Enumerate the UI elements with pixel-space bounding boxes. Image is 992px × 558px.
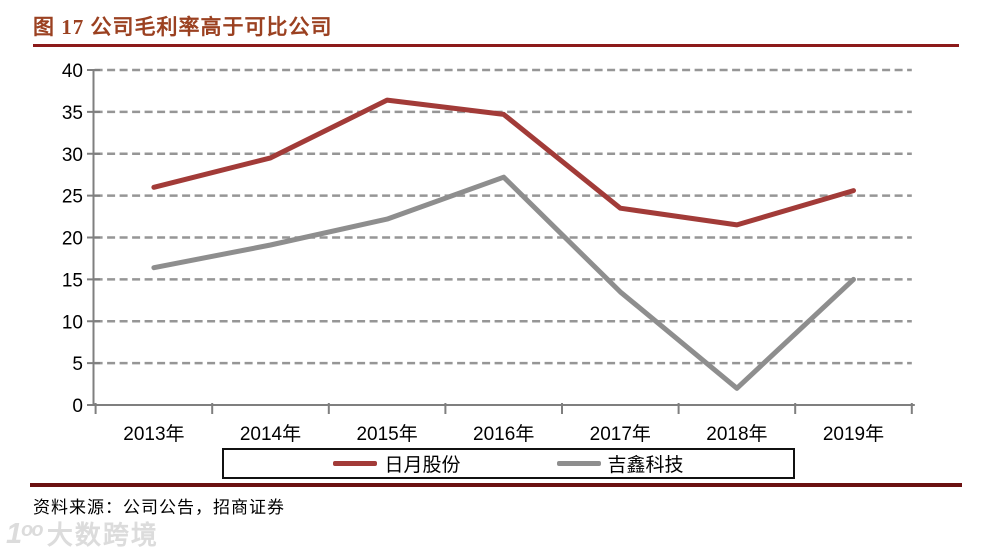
legend-line-swatch — [556, 461, 601, 466]
series-line-1 — [151, 174, 856, 391]
watermark-logo-icon: 1ᵒᵒ — [6, 518, 43, 550]
watermark-brand-text: 大数跨境 — [46, 519, 159, 550]
y-axis-tick-label: 35 — [62, 103, 83, 124]
y-axis-tick-label: 15 — [62, 270, 83, 291]
legend-label: 吉鑫科技 — [607, 455, 684, 476]
chart-legend: 日月股份 吉鑫科技 — [222, 448, 795, 479]
x-axis-tick-label: 2014年 — [240, 423, 301, 445]
y-axis-tick-label: 5 — [72, 354, 83, 375]
x-axis-tick-label: 2017年 — [590, 423, 651, 445]
x-axis-tick-label: 2015年 — [356, 423, 417, 445]
x-axis-tick-label: 2013年 — [123, 423, 184, 445]
legend-line-swatch — [333, 461, 378, 466]
y-axis-tick-label: 40 — [62, 61, 83, 82]
x-axis-tick-label: 2019年 — [823, 423, 884, 445]
source-note: 资料来源：公司公告，招商证券 — [33, 498, 285, 517]
title-underline — [33, 44, 959, 47]
legend-label: 日月股份 — [384, 455, 461, 476]
y-axis-tick-label: 0 — [72, 396, 83, 417]
figure-title: 图 17 公司毛利率高于可比公司 — [33, 15, 333, 39]
y-axis-tick-label: 25 — [62, 187, 83, 208]
legend-item-1: 吉鑫科技 — [556, 450, 684, 477]
watermark: 1ᵒᵒ 大数跨境 — [6, 520, 159, 549]
y-axis-tick-label: 20 — [62, 229, 83, 250]
y-axis-tick-label: 10 — [62, 312, 83, 333]
x-axis-tick-label: 2016年 — [473, 423, 534, 445]
legend-item-0: 日月股份 — [333, 450, 461, 477]
series-line-0 — [151, 97, 856, 228]
y-axis-tick-label: 30 — [62, 145, 83, 166]
x-axis-tick-label: 2018年 — [706, 423, 767, 445]
footer-divider — [30, 483, 962, 487]
